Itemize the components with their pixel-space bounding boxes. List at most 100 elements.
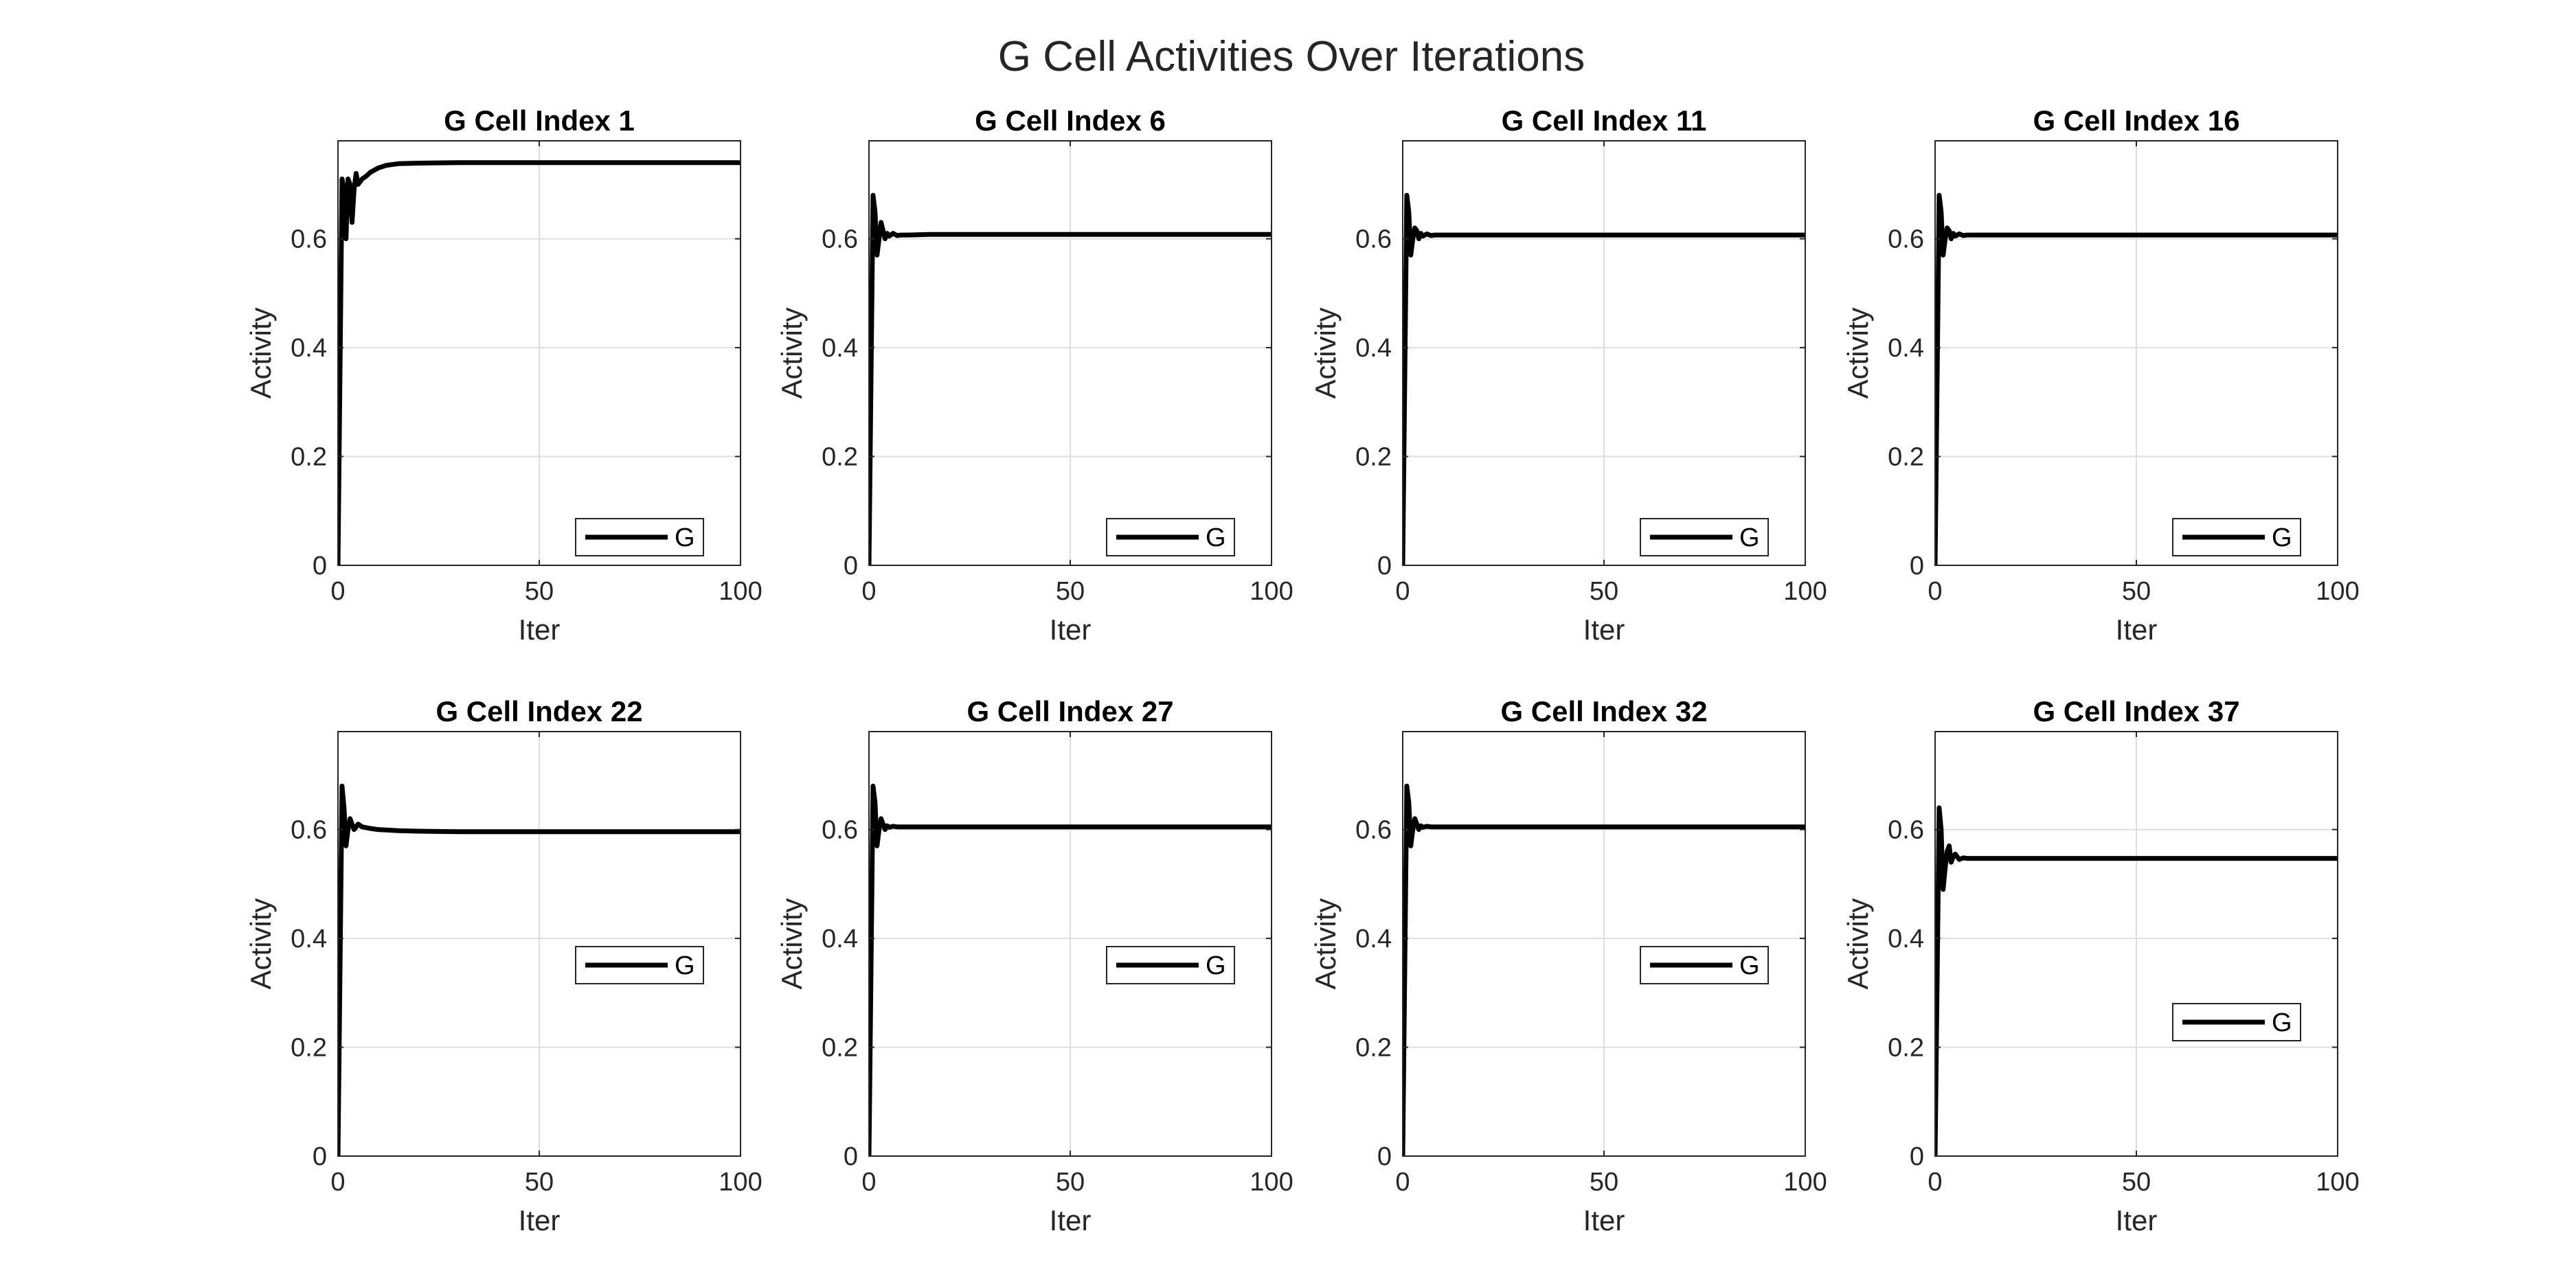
subplot-title: G Cell Index 11 xyxy=(1502,104,1707,137)
y-tick-label: 0.6 xyxy=(1888,225,1924,254)
x-tick-label: 100 xyxy=(2316,577,2359,606)
x-tick-label: 100 xyxy=(1250,1168,1293,1197)
y-axis-label: Activity xyxy=(245,307,277,398)
legend-label: G xyxy=(675,523,695,552)
y-tick-label: 0.2 xyxy=(291,443,327,472)
subplot: 0 50 100 0 0.2 0.4 0.6 G Cell Index 37 Iter Activ… xyxy=(1842,695,2360,1236)
subplot: 0 50 100 0 0.2 0.4 0.6 G Cell Index 16 Iter Activ… xyxy=(1842,104,2360,646)
legend: G xyxy=(575,946,704,984)
y-tick-label: 0.6 xyxy=(1888,816,1924,845)
y-tick-label: 0.2 xyxy=(1355,1034,1392,1063)
figure-title: G Cell Activities Over Iterations xyxy=(998,33,1585,80)
legend: G xyxy=(1106,518,1235,556)
x-tick-label: 50 xyxy=(1056,1168,1085,1197)
x-axis-label: Iter xyxy=(519,613,561,646)
x-axis-label: Iter xyxy=(2116,1204,2158,1236)
subplot-title: G Cell Index 6 xyxy=(975,104,1166,137)
x-tick-label: 0 xyxy=(861,1168,876,1197)
legend: G xyxy=(1106,946,1235,984)
x-axis-label: Iter xyxy=(1050,613,1092,646)
subplot: 0 50 100 0 0.2 0.4 0.6 G Cell Index 32 Iter Activ… xyxy=(1309,695,1827,1236)
y-tick-label: 0.6 xyxy=(1355,816,1392,845)
x-tick-label: 0 xyxy=(1395,577,1410,606)
legend-label: G xyxy=(1206,523,1226,552)
y-axis-label: Activity xyxy=(1842,898,1874,989)
legend: G xyxy=(575,518,704,556)
series-line xyxy=(1403,192,1805,565)
y-tick-label: 0.6 xyxy=(822,816,858,845)
y-tick-label: 0 xyxy=(313,1142,327,1171)
x-axis-label: Iter xyxy=(2116,613,2158,646)
x-tick-label: 50 xyxy=(2122,577,2151,606)
y-tick-label: 0.4 xyxy=(1888,925,1924,953)
y-tick-label: 0 xyxy=(1910,1142,1924,1171)
subplot-title: G Cell Index 16 xyxy=(2033,104,2239,137)
x-tick-label: 100 xyxy=(719,577,762,606)
x-tick-label: 0 xyxy=(330,577,345,606)
y-tick-label: 0.2 xyxy=(822,443,858,472)
x-tick-label: 0 xyxy=(330,1168,345,1197)
y-tick-label: 0 xyxy=(1377,552,1392,580)
subplot: 0 50 100 0 0.2 0.4 0.6 G Cell Index 11 Iter Activ… xyxy=(1309,104,1827,646)
y-tick-label: 0.4 xyxy=(291,925,327,953)
x-tick-label: 50 xyxy=(525,577,554,606)
y-tick-label: 0.4 xyxy=(291,334,327,363)
series-line xyxy=(1403,783,1805,1156)
x-tick-label: 0 xyxy=(1928,1168,1942,1197)
x-axis-label: Iter xyxy=(519,1204,561,1236)
x-axis-label: Iter xyxy=(1050,1204,1092,1236)
y-axis-label: Activity xyxy=(1309,898,1342,989)
x-tick-label: 50 xyxy=(525,1168,554,1197)
y-tick-label: 0.2 xyxy=(1355,443,1392,472)
legend: G xyxy=(2172,1003,2301,1041)
x-tick-label: 0 xyxy=(1928,577,1942,606)
x-tick-label: 100 xyxy=(1783,577,1827,606)
subplot-title: G Cell Index 32 xyxy=(1500,695,1707,727)
y-tick-label: 0.2 xyxy=(1888,443,1924,472)
legend: G xyxy=(1640,518,1769,556)
x-tick-label: 50 xyxy=(1590,577,1618,606)
y-tick-label: 0.2 xyxy=(291,1034,327,1063)
y-tick-label: 0.6 xyxy=(291,225,327,254)
subplot: 0 50 100 0 0.2 0.4 0.6 G Cell Index 6 Iter Activi… xyxy=(776,104,1293,646)
legend-label: G xyxy=(1739,523,1760,552)
y-tick-label: 0.6 xyxy=(291,816,327,845)
series-line xyxy=(869,783,1272,1156)
x-tick-label: 100 xyxy=(719,1168,762,1197)
y-axis-label: Activity xyxy=(776,898,808,989)
subplot: 0 50 100 0 0.2 0.4 0.6 G Cell Index 22 Iter Activ… xyxy=(245,695,762,1236)
subplot-title: G Cell Index 27 xyxy=(967,695,1173,727)
x-tick-label: 100 xyxy=(2316,1168,2359,1197)
series-line xyxy=(338,783,741,1156)
y-axis-label: Activity xyxy=(1309,307,1342,398)
x-tick-label: 0 xyxy=(1395,1168,1410,1197)
y-axis-label: Activity xyxy=(1842,307,1874,398)
y-tick-label: 0.4 xyxy=(822,334,858,363)
x-tick-label: 50 xyxy=(1590,1168,1618,1197)
subplot-title: G Cell Index 1 xyxy=(444,104,635,137)
x-axis-label: Iter xyxy=(1583,1204,1625,1236)
x-tick-label: 50 xyxy=(2122,1168,2151,1197)
series-line xyxy=(1935,805,2338,1156)
y-axis-label: Activity xyxy=(245,898,277,989)
y-tick-label: 0.4 xyxy=(1888,334,1924,363)
x-tick-label: 0 xyxy=(861,577,876,606)
series-line xyxy=(1935,192,2338,565)
y-tick-label: 0.6 xyxy=(1355,225,1392,254)
subplot: 0 50 100 0 0.2 0.4 0.6 G Cell Index 27 Iter Activ… xyxy=(776,695,1293,1236)
subplot-grid: 0 50 100 0 0.2 0.4 0.6 G Cell Index 1 Iter Activi… xyxy=(245,104,2360,1236)
y-tick-label: 0 xyxy=(313,552,327,580)
y-tick-label: 0 xyxy=(844,552,858,580)
subplot: 0 50 100 0 0.2 0.4 0.6 G Cell Index 1 Iter Activi… xyxy=(245,104,762,646)
y-tick-label: 0 xyxy=(1377,1142,1392,1171)
y-tick-label: 0.2 xyxy=(1888,1034,1924,1063)
y-axis-label: Activity xyxy=(776,307,808,398)
x-tick-label: 50 xyxy=(1056,577,1085,606)
legend: G xyxy=(2172,518,2301,556)
legend-label: G xyxy=(1739,951,1760,980)
y-tick-label: 0 xyxy=(1910,552,1924,580)
x-tick-label: 100 xyxy=(1783,1168,1827,1197)
y-tick-label: 0.4 xyxy=(822,925,858,953)
x-tick-label: 100 xyxy=(1250,577,1293,606)
